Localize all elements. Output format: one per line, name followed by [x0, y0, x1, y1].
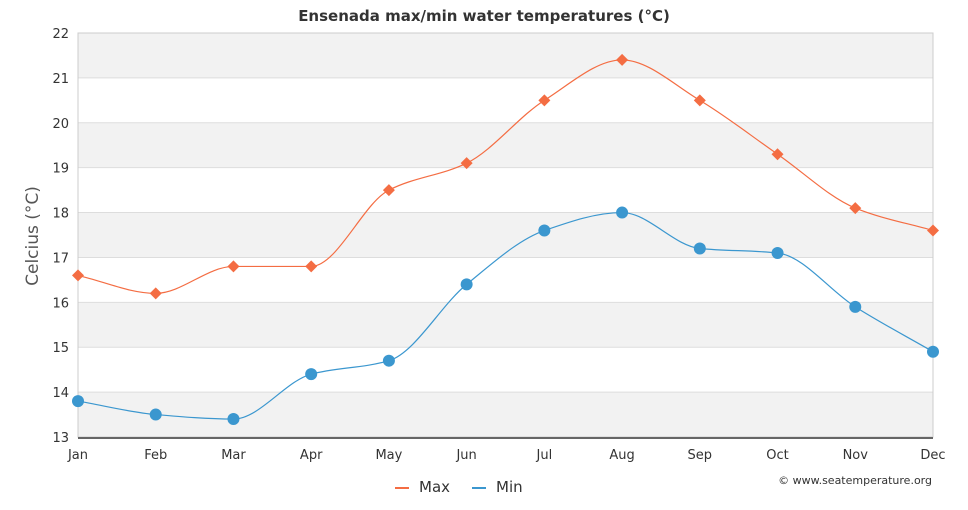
y-tick-label: 16	[52, 296, 69, 311]
x-tick-label: Oct	[766, 448, 788, 463]
y-tick-label: 22	[52, 27, 69, 42]
y-tick-label: 21	[52, 72, 69, 87]
x-tick-label: Jan	[67, 448, 88, 463]
data-point-min[interactable]	[227, 413, 240, 426]
plot-band	[78, 122, 933, 168]
series-markers	[72, 53, 939, 426]
data-point-max[interactable]	[460, 157, 473, 170]
data-point-min[interactable]	[149, 408, 162, 421]
plot-band	[78, 33, 933, 78]
credit-text: © www.seatemperature.org	[778, 474, 932, 487]
data-point-max[interactable]	[927, 224, 939, 237]
data-point-max[interactable]	[382, 184, 395, 197]
data-point-max[interactable]	[72, 269, 84, 282]
plot-bands	[78, 33, 933, 437]
data-point-min[interactable]	[460, 278, 473, 291]
data-point-min[interactable]	[538, 224, 551, 237]
x-tick-label: Nov	[843, 448, 869, 463]
y-axis-label: Celcius (°C)	[23, 186, 43, 286]
data-point-max[interactable]	[616, 53, 629, 66]
plot-band	[78, 212, 933, 258]
data-point-min[interactable]	[616, 206, 629, 219]
y-tick-labels: 13 14 15 16 17 18 19 20 21 22	[52, 27, 69, 446]
x-tick-label: Mar	[221, 448, 246, 463]
plot-band	[78, 392, 933, 437]
data-point-min[interactable]	[693, 242, 706, 255]
data-point-max[interactable]	[849, 202, 862, 215]
x-tick-label: Aug	[609, 448, 634, 463]
y-tick-label: 20	[52, 117, 69, 132]
legend-item-min[interactable]: Min	[496, 478, 523, 496]
data-point-min[interactable]	[72, 395, 84, 408]
data-point-max[interactable]	[693, 94, 706, 107]
data-point-min[interactable]	[927, 345, 939, 358]
data-point-max[interactable]	[227, 260, 240, 273]
x-tick-label: May	[375, 448, 402, 463]
data-point-min[interactable]	[382, 354, 395, 367]
y-tick-label: 13	[52, 431, 69, 446]
data-point-min[interactable]	[305, 368, 318, 381]
x-tick-label: Sep	[688, 448, 713, 463]
x-tick-label: Jun	[455, 448, 476, 463]
x-tick-label: Feb	[144, 448, 167, 463]
legend[interactable]: Max Min	[395, 478, 523, 496]
data-point-max[interactable]	[771, 148, 784, 161]
y-tick-label: 18	[52, 207, 69, 222]
plot-band	[78, 302, 933, 348]
x-tick-labels: Jan Feb Mar Apr May Jun Jul Aug Sep Oct Nov Dec	[67, 448, 946, 463]
series-line-max	[77, 59, 934, 294]
x-tick-label: Apr	[300, 448, 323, 463]
data-point-max[interactable]	[149, 287, 162, 300]
x-tick-label: Jul	[536, 448, 553, 463]
y-tick-label: 15	[52, 341, 69, 356]
y-tick-label: 17	[52, 251, 69, 266]
y-tick-label: 19	[52, 162, 69, 177]
legend-item-max[interactable]: Max	[419, 478, 450, 496]
data-point-min[interactable]	[771, 246, 784, 259]
x-tick-label: Dec	[920, 448, 945, 463]
y-tick-label: 14	[52, 386, 69, 401]
data-point-min[interactable]	[849, 300, 862, 313]
chart-title: Ensenada max/min water temperatures (°C)	[298, 7, 670, 25]
data-point-max[interactable]	[305, 260, 318, 273]
data-point-max[interactable]	[538, 94, 551, 107]
